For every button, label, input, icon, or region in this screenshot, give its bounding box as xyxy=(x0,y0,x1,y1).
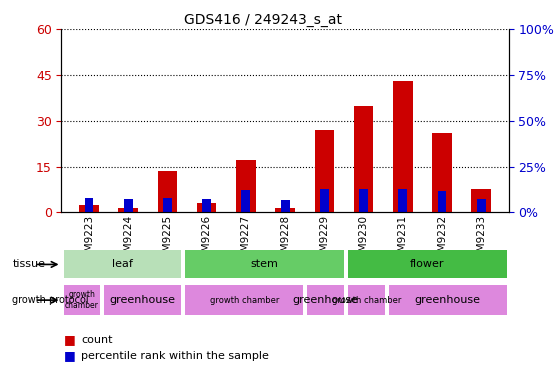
Bar xyxy=(104,285,182,315)
Bar xyxy=(354,105,373,212)
Text: GDS416 / 249243_s_at: GDS416 / 249243_s_at xyxy=(184,13,342,27)
Bar xyxy=(432,133,452,212)
Bar xyxy=(471,190,491,212)
Bar xyxy=(320,190,329,212)
Text: flower: flower xyxy=(410,259,444,269)
Bar xyxy=(281,201,290,212)
Bar xyxy=(399,190,407,212)
Bar xyxy=(202,199,211,212)
Text: growth protocol: growth protocol xyxy=(12,295,89,305)
Text: greenhouse: greenhouse xyxy=(293,295,359,305)
Bar xyxy=(186,250,344,279)
Bar xyxy=(348,285,385,315)
Bar xyxy=(124,199,132,212)
Bar xyxy=(158,171,177,212)
Bar xyxy=(186,285,304,315)
Bar xyxy=(477,198,486,212)
Bar xyxy=(236,160,255,212)
Bar xyxy=(64,250,182,279)
Text: growth chamber: growth chamber xyxy=(331,296,401,305)
Bar xyxy=(275,208,295,212)
Bar xyxy=(438,191,447,212)
Text: growth chamber: growth chamber xyxy=(210,296,279,305)
Bar xyxy=(389,285,506,315)
Bar xyxy=(84,198,93,212)
Text: leaf: leaf xyxy=(112,259,133,269)
Text: percentile rank within the sample: percentile rank within the sample xyxy=(81,351,269,361)
Text: greenhouse: greenhouse xyxy=(110,295,176,305)
Text: stem: stem xyxy=(251,259,279,269)
Bar xyxy=(348,250,506,279)
Bar xyxy=(307,285,344,315)
Bar xyxy=(64,285,100,315)
Bar xyxy=(163,198,172,212)
Text: count: count xyxy=(81,335,112,345)
Text: growth
chamber: growth chamber xyxy=(65,290,99,310)
Bar xyxy=(359,190,368,212)
Bar xyxy=(119,208,138,212)
Bar xyxy=(315,130,334,212)
Bar xyxy=(79,205,99,212)
Bar xyxy=(241,190,250,212)
Text: ■: ■ xyxy=(64,349,76,362)
Text: tissue: tissue xyxy=(12,259,45,269)
Text: greenhouse: greenhouse xyxy=(415,295,481,305)
Bar xyxy=(393,81,413,212)
Bar xyxy=(197,203,216,212)
Text: ■: ■ xyxy=(64,333,76,346)
